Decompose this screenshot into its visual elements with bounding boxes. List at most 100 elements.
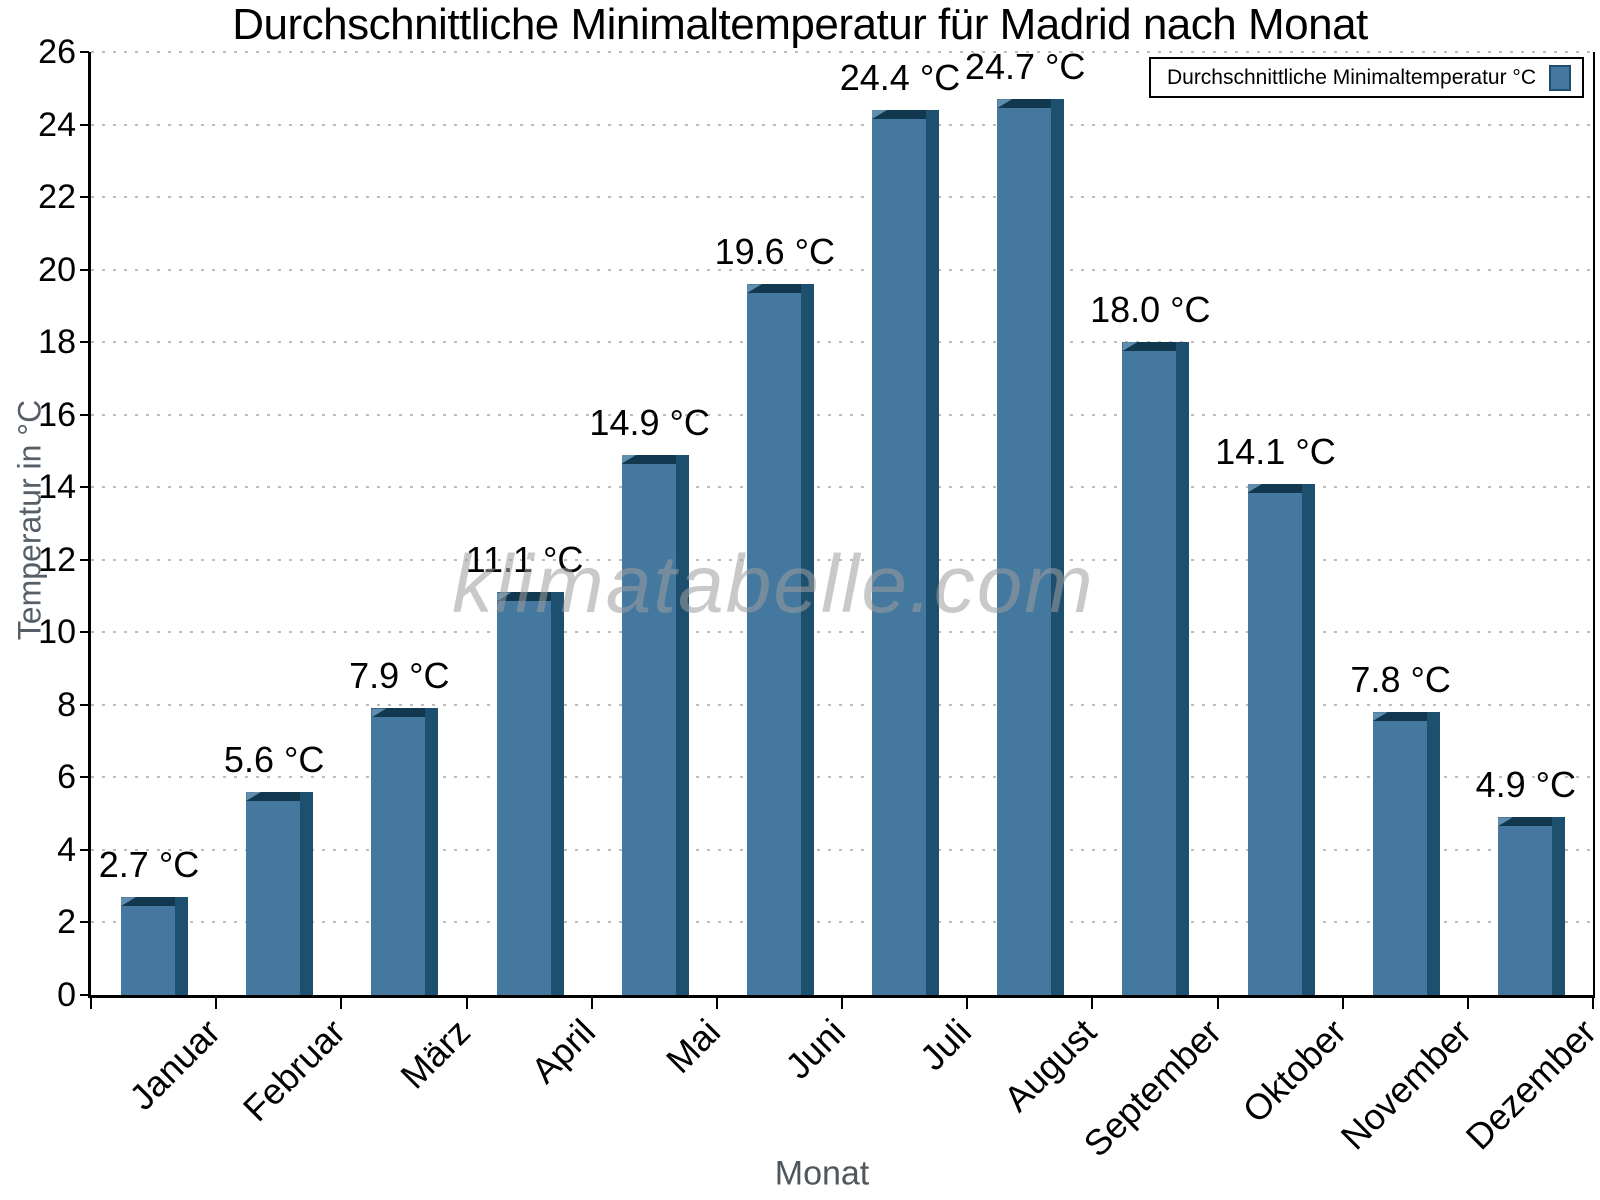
y-tick-label: 2 [57, 903, 76, 942]
x-tick-mark [1091, 998, 1094, 1009]
bar-side [800, 284, 814, 995]
bar-value-label: 5.6 °C [223, 738, 325, 780]
legend: Durchschnittliche Minimaltemperatur °C [1148, 57, 1584, 98]
gridline [91, 703, 1593, 706]
bar-value-label: 4.9 °C [1475, 764, 1577, 806]
gridline [91, 776, 1593, 779]
bar-face [1372, 712, 1427, 995]
gridline [91, 51, 1593, 54]
y-tick-mark [80, 921, 89, 924]
y-tick-label: 8 [57, 685, 76, 724]
y-tick-mark [80, 486, 89, 489]
bar-value-label: 24.7 °C [964, 46, 1086, 88]
y-axis-ticks: 0 2 4 6 8 10 12 14 16 18 20 22 24 26 [0, 33, 76, 1014]
bar-value-label: 11.1 °C [465, 539, 584, 581]
x-tick-label: Januar [120, 1011, 228, 1118]
x-tick-label: März [392, 1011, 478, 1097]
chart-title: Durchschnittliche Minimaltemperatur für … [232, 0, 1368, 49]
x-tick-label: August [995, 1011, 1104, 1120]
bar-side [300, 791, 314, 995]
bar-top [746, 284, 801, 294]
y-tick-mark [80, 123, 89, 126]
bar-face [121, 897, 175, 995]
x-axis-ticklabels: Januar Februar März April Mai Juni Juli August S… [0, 995, 1600, 1165]
y-tick-label: 26 [38, 33, 76, 71]
y-tick-mark [80, 268, 89, 271]
x-tick-label: Juni [777, 1011, 854, 1087]
bar-value-label: 24.4 °C [839, 57, 961, 99]
y-tick-label: 14 [38, 468, 76, 507]
legend-swatch-icon [1549, 64, 1571, 91]
gridline [91, 123, 1593, 126]
x-tick-mark [1216, 998, 1219, 1009]
bar-top [1247, 483, 1302, 493]
x-tick-label: Oktober [1234, 1011, 1355, 1131]
gridline [91, 631, 1593, 634]
gridline [91, 921, 1593, 924]
bar-bevel [496, 592, 512, 602]
x-tick-label: Februar [234, 1011, 353, 1130]
bar-top [1372, 712, 1427, 722]
y-tick-mark [80, 413, 89, 416]
bar-bevel [371, 708, 387, 718]
bar-Juli [872, 110, 939, 995]
bar-bevel [1497, 817, 1513, 827]
x-tick-mark [1592, 998, 1594, 1009]
bar-face [621, 454, 676, 995]
bar-top [1497, 817, 1552, 827]
bar-value-label: 19.6 °C [714, 231, 836, 273]
x-tick-mark [215, 998, 218, 1009]
x-tick-mark [340, 998, 343, 1009]
bar-side [1301, 483, 1315, 995]
bar-November [1372, 712, 1440, 995]
bar-top [997, 99, 1052, 109]
x-tick-mark [966, 998, 969, 1009]
bar-face [1122, 342, 1177, 995]
y-tick-label: 22 [38, 178, 76, 217]
bar-bevel [1122, 342, 1138, 352]
bar-face [872, 110, 926, 995]
y-tick-mark [80, 703, 89, 706]
bar-Juni [746, 284, 814, 995]
x-tick-mark [90, 998, 92, 1009]
bar-bevel [872, 110, 887, 120]
bar-Februar [246, 791, 314, 995]
y-tick-mark [80, 51, 89, 54]
bar-side [425, 708, 439, 995]
y-tick-mark [80, 196, 89, 199]
bar-bevel [746, 284, 762, 294]
y-tick-label: 20 [38, 250, 76, 289]
gridline [91, 196, 1593, 199]
y-tick-label: 10 [38, 613, 76, 652]
bar-side [926, 110, 939, 995]
gridline [91, 848, 1593, 851]
bar-face [1497, 817, 1552, 995]
bar-face [746, 284, 801, 995]
y-tick-label: 24 [38, 105, 76, 144]
bar-side [1051, 99, 1065, 995]
bar-side [1551, 817, 1565, 995]
x-tick-mark [841, 998, 843, 1009]
x-axis-title: Monat [774, 1154, 870, 1193]
bar-value-label: 14.9 °C [589, 401, 710, 443]
gridline [91, 268, 1593, 271]
bar-top [121, 897, 175, 907]
y-tick-mark [80, 631, 89, 634]
x-tick-label: Juli [911, 1011, 979, 1079]
bar-August [997, 99, 1065, 995]
bar-face [496, 592, 551, 995]
bar-side [1176, 342, 1190, 995]
y-tick-label: 6 [57, 758, 76, 797]
y-tick-mark [80, 994, 89, 996]
gridline [91, 558, 1593, 561]
y-tick-label: 18 [38, 323, 76, 362]
x-tick-label: April [523, 1011, 604, 1091]
x-tick-mark [590, 998, 593, 1009]
y-tick-mark [80, 341, 89, 344]
bar-value-label: 2.7 °C [98, 844, 200, 886]
x-tick-mark [1341, 998, 1344, 1009]
bar-top [371, 708, 426, 718]
bar-März [371, 708, 439, 995]
bar-side [550, 592, 564, 995]
